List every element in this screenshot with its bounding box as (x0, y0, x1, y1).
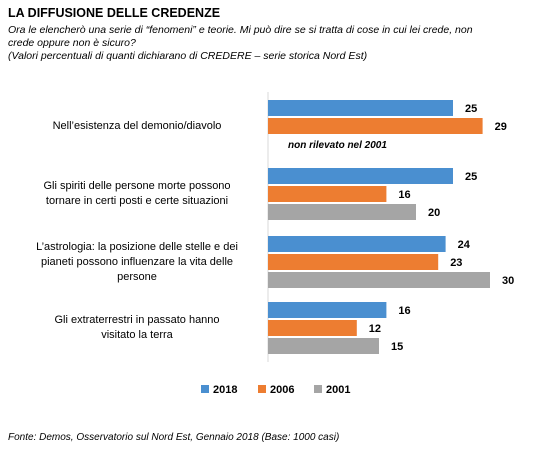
bar-2006 (268, 186, 387, 202)
data-label: 23 (450, 257, 462, 269)
legend-label-2001: 2001 (326, 384, 350, 396)
bar-2006 (268, 118, 483, 134)
legend-label-2018: 2018 (213, 384, 237, 396)
bar-2018 (268, 168, 453, 184)
data-label: 16 (398, 305, 410, 317)
chart-title: LA DIFFUSIONE DELLE CREDENZE (8, 6, 221, 20)
legend-swatch-2001 (314, 385, 322, 393)
data-label: 29 (495, 121, 507, 133)
legend-label-2006: 2006 (270, 384, 294, 396)
bar-2018 (268, 302, 387, 318)
bar-2001 (268, 338, 379, 354)
data-label: 15 (391, 341, 403, 353)
chart-subtitle: Ora le elencherò una serie di “fenomeni”… (8, 24, 473, 62)
bar-2018 (268, 100, 453, 116)
data-label: 16 (398, 189, 410, 201)
data-label: 20 (428, 207, 440, 219)
category-label: L’astrologia: la posizione delle stelle … (36, 240, 238, 283)
bar-2001 (268, 272, 490, 288)
data-label: 25 (465, 103, 477, 115)
source-footer: Fonte: Demos, Osservatorio sul Nord Est,… (8, 432, 340, 443)
legend-swatch-2018 (201, 385, 209, 393)
data-label: 12 (369, 323, 381, 335)
data-label: 24 (458, 239, 471, 251)
bar-2018 (268, 236, 446, 252)
bar-2006 (268, 254, 439, 270)
category-label: Gli spiriti delle persone morte possono … (43, 180, 231, 207)
bar-2001 (268, 204, 416, 220)
bar-2006 (268, 320, 357, 336)
missing-data-note: non rilevato nel 2001 (288, 140, 387, 151)
data-label: 30 (502, 275, 514, 287)
legend-swatch-2006 (258, 385, 266, 393)
data-label: 25 (465, 171, 477, 183)
category-label: Gli extraterrestri in passato hanno visi… (54, 314, 220, 341)
category-label: Nell’esistenza del demonio/diavolo (52, 119, 222, 132)
